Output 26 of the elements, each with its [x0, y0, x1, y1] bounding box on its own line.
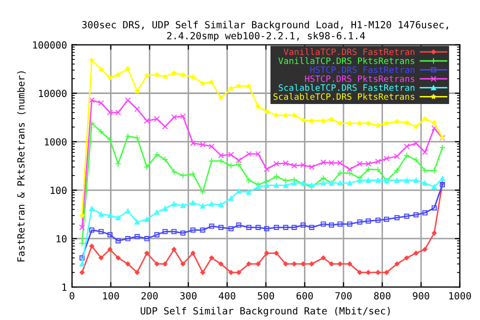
- x-tick-label: 200: [142, 292, 158, 300]
- y-tick-label: 100: [50, 186, 67, 194]
- x-tick-label: 400: [218, 292, 236, 300]
- x-tick-label: 800: [374, 292, 390, 300]
- y-tick-label: 100000: [33, 41, 67, 49]
- y-axis-title: FastRetran & PktsRetrans (number): [17, 71, 26, 262]
- legend-label: ScalableTCP.DRS PktsRetrans: [274, 93, 414, 100]
- y-tick-label: 10: [56, 235, 67, 242]
- y-tick-label: 10000: [39, 90, 67, 98]
- legend-label: HSTCP.DRS PktsRetrans: [305, 75, 414, 82]
- chart-title: 300sec DRS, UDP Self Similar Background Load, H1-M120 1476usec, 2.4.20smp web100-2.2.1, sk98-6.1.4: [82, 20, 448, 42]
- x-tick-label: 300: [180, 292, 196, 300]
- legend-label: VanillaTCP.DRS FastRetran: [284, 48, 414, 56]
- legend-label: HSTCP.DRS FastRetran: [310, 66, 414, 74]
- legend-label: VanillaTCP.DRS PktsRetrans: [278, 57, 414, 64]
- x-tick-label: 1000: [449, 292, 471, 300]
- x-tick-label: 600: [296, 292, 313, 300]
- x-tick-label: 500: [258, 292, 274, 300]
- x-tick-label: 700: [335, 292, 352, 300]
- legend-label: ScalableTCP.DRS FastRetran: [278, 84, 414, 91]
- x-axis-title: UDP Self Similar Background Rate (Mbit/sec): [140, 306, 390, 316]
- y-tick-label: 1: [62, 284, 66, 291]
- x-tick-label: 0: [70, 292, 74, 300]
- x-tick-label: 100: [103, 292, 119, 300]
- y-tick-label: 1000: [44, 138, 67, 146]
- x-tick-label: 900: [412, 292, 430, 300]
